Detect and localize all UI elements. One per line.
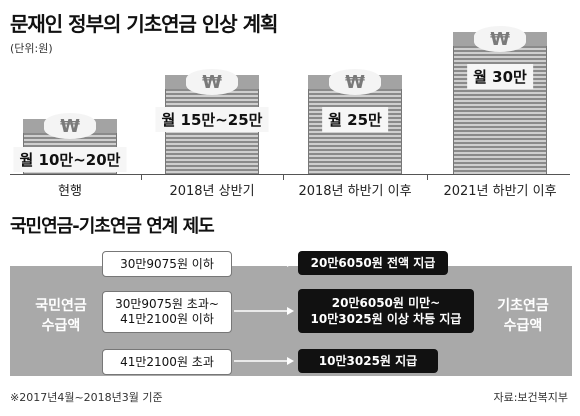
- axis-tick: [141, 174, 142, 180]
- amount-label: 월 25만: [322, 107, 388, 132]
- condition-text: 41만2100원 이하: [120, 312, 214, 326]
- amount-label: 월 15만~25만: [155, 107, 269, 132]
- left-label-line: 국민연금: [35, 298, 87, 314]
- coin-stack-bar: ₩ 월 25만: [308, 69, 402, 174]
- axis-tick: [427, 174, 428, 180]
- page-title: 문재인 정부의 기초연금 인상 계획: [10, 12, 278, 36]
- won-coin-icon: ₩: [329, 69, 381, 95]
- coin-stack-bar: ₩ 월 15만~25만: [155, 69, 269, 174]
- condition-box: 30만9075원 초과~ 41만2100원 이하: [102, 291, 232, 333]
- result-box: 10만3025원 지급: [298, 349, 438, 373]
- result-text: 10만3025원 지급: [318, 354, 418, 368]
- arrow-icon: [234, 307, 294, 315]
- condition-text: 30만9075원 이하: [120, 256, 214, 271]
- coin-stack-bar: ₩ 월 10만~20만: [13, 113, 127, 174]
- axis-tick: [283, 174, 284, 180]
- unit-label: (단위:원): [10, 42, 53, 55]
- source-credit: 자료:보건복지부: [493, 391, 568, 404]
- chart-baseline: [10, 174, 570, 175]
- amount-label: 월 10만~20만: [13, 147, 127, 172]
- left-label-line: 수급액: [41, 318, 81, 334]
- won-coin-icon: ₩: [186, 69, 238, 95]
- arrow-icon: [234, 259, 294, 267]
- section-title: 국민연금-기초연금 연계 제도: [10, 216, 215, 237]
- result-text: 20만6050원 미만~: [331, 296, 441, 310]
- condition-text: 41만2100원 초과: [120, 354, 214, 369]
- x-tick-label: 2018년 하반기 이후: [298, 184, 412, 199]
- won-coin-icon: ₩: [44, 113, 96, 139]
- coin-stack-bar: ₩ 월 30만: [453, 26, 547, 174]
- condition-box: 41만2100원 초과: [102, 349, 232, 375]
- right-label-line: 수급액: [503, 318, 543, 334]
- x-tick-label: 현행: [58, 184, 82, 199]
- arrow-icon: [234, 357, 294, 365]
- right-label-line: 기초연금: [497, 298, 549, 314]
- x-tick-label: 2021년 하반기 이후: [443, 184, 557, 199]
- result-box: 20만6050원 전액 지급: [298, 251, 448, 275]
- won-coin-icon: ₩: [474, 26, 526, 52]
- condition-box: 30만9075원 이하: [102, 251, 232, 277]
- left-label: 국민연금 수급액: [22, 296, 100, 336]
- x-tick-label: 2018년 상반기: [169, 184, 255, 199]
- condition-text: 30만9075원 초과~: [115, 297, 219, 311]
- result-text: 20만6050원 전액 지급: [310, 256, 436, 270]
- result-text: 10만3025원 이상 차등 지급: [310, 312, 462, 326]
- result-box: 20만6050원 미만~ 10만3025원 이상 차등 지급: [298, 289, 474, 333]
- amount-label: 월 30만: [467, 64, 533, 89]
- right-label: 기초연금 수급액: [484, 296, 562, 336]
- footnote: ※2017년4월~2018년3월 기준: [10, 391, 163, 404]
